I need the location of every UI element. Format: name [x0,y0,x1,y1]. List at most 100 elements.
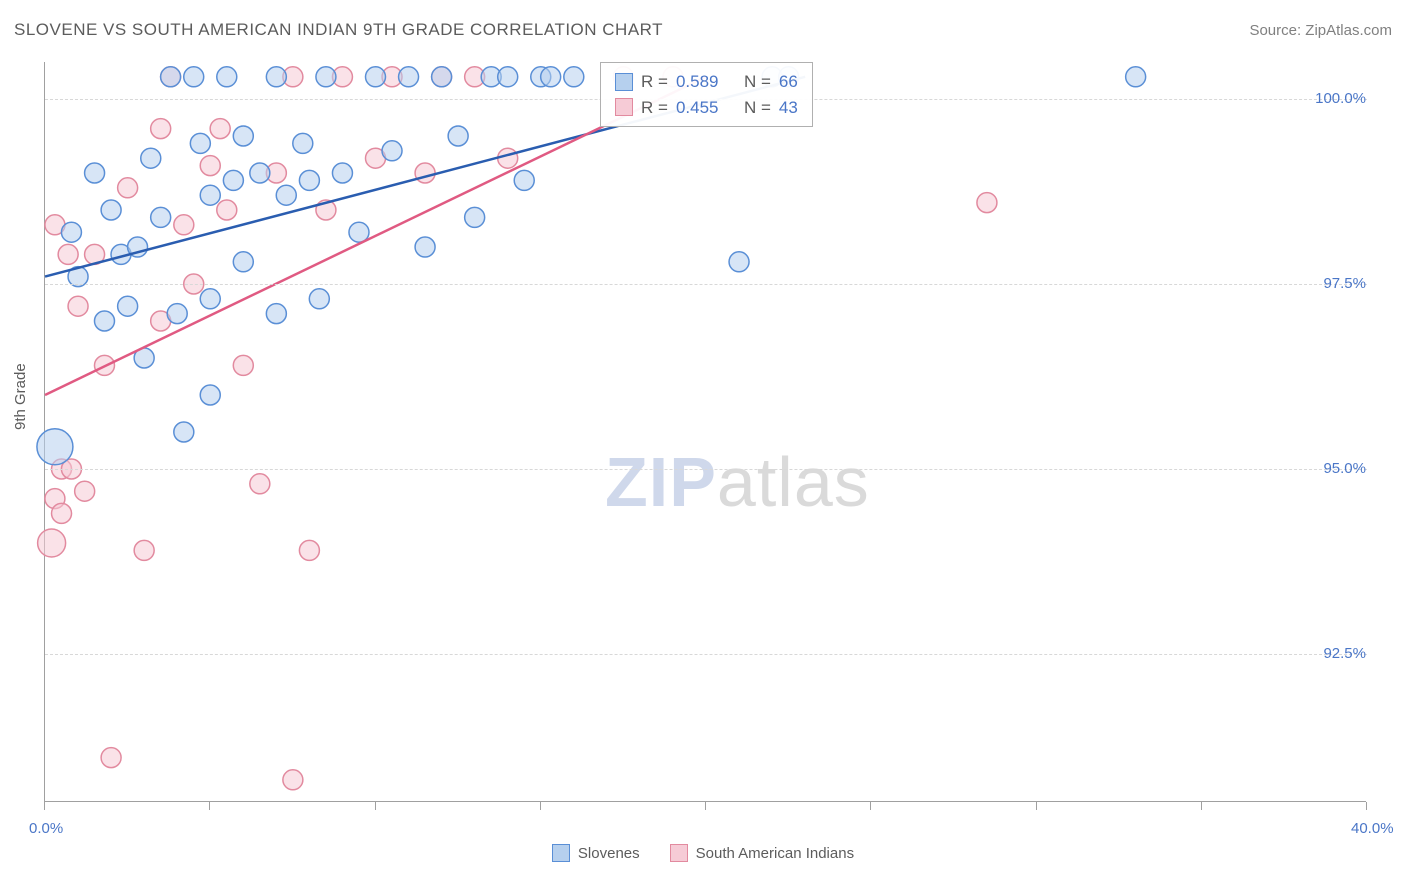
x-tick-mark [540,802,541,810]
scatter-point [200,156,220,176]
scatter-point [316,67,336,87]
scatter-point [151,119,171,139]
scatter-point [37,429,73,465]
scatter-point [729,252,749,272]
scatter-point [61,222,81,242]
x-tick-mark [209,802,210,810]
stats-swatch-1 [615,73,633,91]
legend-item-2: South American Indians [670,844,854,862]
stats-n-label: N = [744,69,771,95]
scatter-point [200,385,220,405]
scatter-point [498,148,518,168]
scatter-point [448,126,468,146]
scatter-point [432,67,452,87]
scatter-point [399,67,419,87]
scatter-point [58,244,78,264]
stats-r-value: 0.589 [676,69,719,95]
x-tick-mark [1201,802,1202,810]
title-bar: SLOVENE VS SOUTH AMERICAN INDIAN 9TH GRA… [14,20,1392,40]
scatter-point [977,193,997,213]
scatter-point [174,422,194,442]
scatter-point [217,67,237,87]
y-tick-label: 97.5% [1306,275,1366,292]
scatter-point [200,289,220,309]
scatter-point [332,163,352,183]
scatter-point [283,770,303,790]
scatter-point [514,170,534,190]
y-tick-label: 100.0% [1306,90,1366,107]
legend-bottom: Slovenes South American Indians [0,844,1406,862]
stats-r-label: R = [641,95,668,121]
scatter-point [250,163,270,183]
scatter-point [167,304,187,324]
scatter-point [233,355,253,375]
stats-r-label: R = [641,69,668,95]
scatter-point [564,67,584,87]
scatter-point [101,748,121,768]
scatter-point [366,67,386,87]
scatter-point [233,126,253,146]
scatter-point [161,67,181,87]
legend-swatch-1 [552,844,570,862]
scatter-point [184,67,204,87]
scatter-point [415,163,435,183]
scatter-point [266,304,286,324]
plot-area: ZIPatlas [44,62,1366,802]
x-tick-label: 0.0% [29,820,63,837]
scatter-point [382,141,402,161]
scatter-point [75,481,95,501]
x-tick-mark [1366,802,1367,810]
x-tick-label: 40.0% [1351,820,1394,837]
scatter-point [233,252,253,272]
scatter-point [223,170,243,190]
stats-n-value: 43 [779,95,798,121]
x-tick-mark [705,802,706,810]
stats-r-value: 0.455 [676,95,719,121]
stats-swatch-2 [615,98,633,116]
scatter-svg [45,62,1367,802]
scatter-point [190,133,210,153]
scatter-point [118,178,138,198]
scatter-point [266,67,286,87]
scatter-point [250,474,270,494]
stats-row-1: R = 0.589 N = 66 [615,69,798,95]
gridline [45,284,1367,285]
chart-container: SLOVENE VS SOUTH AMERICAN INDIAN 9TH GRA… [0,0,1406,892]
x-tick-mark [375,802,376,810]
x-tick-mark [44,802,45,810]
scatter-point [541,67,561,87]
x-tick-mark [870,802,871,810]
stats-n-value: 66 [779,69,798,95]
scatter-point [94,311,114,331]
scatter-point [1126,67,1146,87]
stats-row-2: R = 0.455 N = 43 [615,95,798,121]
y-axis-label: 9th Grade [12,363,29,430]
scatter-point [299,170,319,190]
legend-item-1: Slovenes [552,844,640,862]
scatter-point [38,529,66,557]
chart-title: SLOVENE VS SOUTH AMERICAN INDIAN 9TH GRA… [14,20,663,40]
gridline [45,654,1367,655]
scatter-point [276,185,296,205]
scatter-point [141,148,161,168]
scatter-point [134,540,154,560]
scatter-point [293,133,313,153]
scatter-point [210,119,230,139]
scatter-point [52,503,72,523]
scatter-point [118,296,138,316]
gridline [45,469,1367,470]
scatter-point [200,185,220,205]
scatter-point [465,207,485,227]
scatter-point [217,200,237,220]
y-tick-label: 92.5% [1306,645,1366,662]
scatter-point [299,540,319,560]
scatter-point [415,237,435,257]
legend-swatch-2 [670,844,688,862]
scatter-point [151,207,171,227]
scatter-point [309,289,329,309]
scatter-point [68,296,88,316]
x-tick-mark [1036,802,1037,810]
scatter-point [85,163,105,183]
source-label: Source: ZipAtlas.com [1249,22,1392,39]
y-tick-label: 95.0% [1306,460,1366,477]
